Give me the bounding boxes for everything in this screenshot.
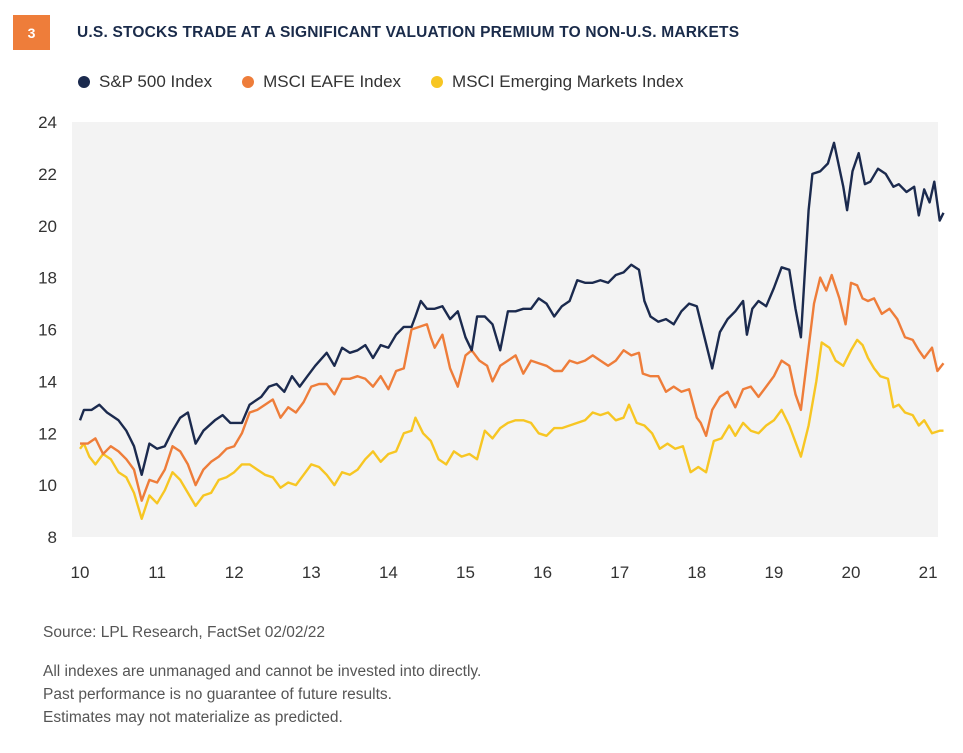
legend-label-eafe: MSCI EAFE Index <box>263 72 402 91</box>
y-tick-label: 8 <box>48 528 57 547</box>
legend-item-em: MSCI Emerging Markets Index <box>431 72 684 92</box>
x-tick-label: 13 <box>302 563 321 582</box>
y-tick-label: 22 <box>38 165 57 184</box>
source-note: Source: LPL Research, FactSet 02/02/22 <box>43 624 326 641</box>
x-tick-label: 14 <box>379 563 398 582</box>
y-tick-label: 12 <box>38 424 57 443</box>
y-tick-label: 24 <box>38 113 57 132</box>
y-tick-label: 20 <box>38 217 57 236</box>
y-tick-label: 14 <box>38 372 57 391</box>
disclaimer-line-3: Estimates may not materialize as predict… <box>43 709 343 726</box>
legend-dot-eafe <box>242 76 255 88</box>
legend-item-eafe: MSCI EAFE Index <box>242 72 401 92</box>
x-tick-label: 12 <box>225 563 244 582</box>
y-tick-label: 10 <box>38 476 57 495</box>
legend-dot-sp500 <box>78 76 90 88</box>
series-line-em <box>79 338 944 520</box>
figure-number-badge: 3 <box>13 15 50 50</box>
series-line-sp500 <box>78 141 945 476</box>
legend-item-sp500: S&P 500 Index <box>78 72 212 92</box>
y-axis: 8 10 12 14 16 18 20 22 24 <box>38 113 57 547</box>
x-tick-label: 16 <box>533 563 552 582</box>
x-tick-label: 21 <box>919 563 938 582</box>
x-tick-label: 17 <box>610 563 629 582</box>
y-tick-label: 18 <box>38 269 57 288</box>
disclaimer-line-2: Past performance is no guarantee of futu… <box>43 686 392 703</box>
series-layer <box>78 141 945 520</box>
x-tick-label: 18 <box>687 563 706 582</box>
chart-legend: S&P 500 Index MSCI EAFE Index MSCI Emerg… <box>78 72 714 92</box>
x-tick-label: 20 <box>842 563 861 582</box>
x-axis: 10 11 12 13 14 15 16 17 18 19 20 21 <box>71 563 938 582</box>
series-line-eafe <box>80 273 945 502</box>
legend-dot-em <box>431 76 444 88</box>
chart-title: U.S. STOCKS TRADE AT A SIGNIFICANT VALUA… <box>77 24 740 41</box>
line-chart: 8 10 12 14 16 18 20 22 24 10 11 12 13 14 15 16 17 18 19 20… <box>38 113 945 582</box>
x-tick-label: 19 <box>764 563 783 582</box>
legend-label-em: MSCI Emerging Markets Index <box>452 72 684 91</box>
legend-label-sp500: S&P 500 Index <box>99 72 213 91</box>
x-tick-label: 10 <box>71 563 90 582</box>
y-tick-label: 16 <box>38 321 57 340</box>
x-tick-label: 15 <box>456 563 475 582</box>
disclaimer-line-1: All indexes are unmanaged and cannot be … <box>43 663 482 680</box>
x-tick-label: 11 <box>148 563 166 582</box>
